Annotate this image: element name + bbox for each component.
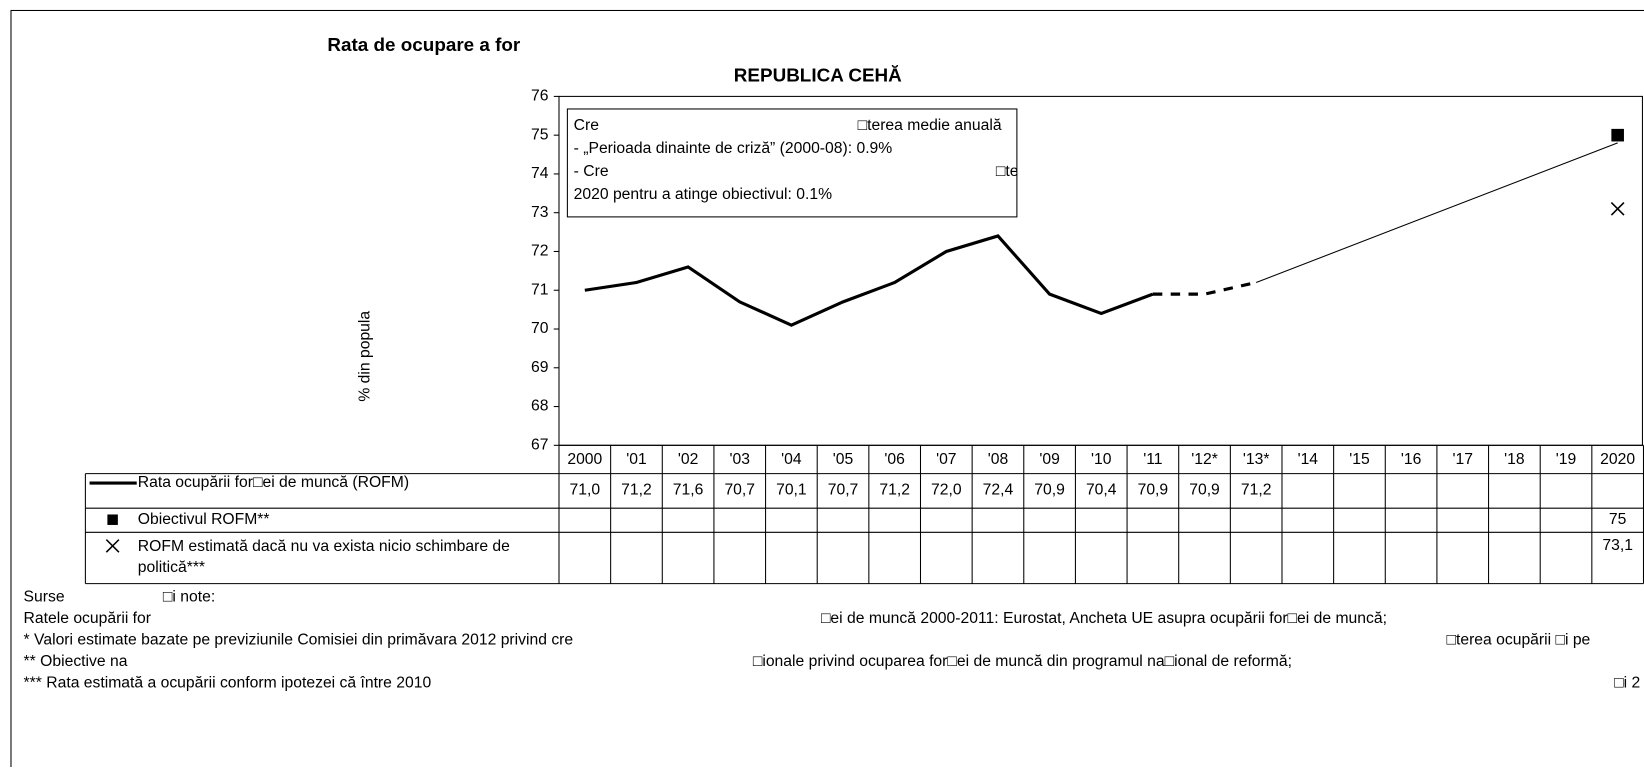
x-tick-label: '08 bbox=[988, 451, 1009, 468]
legend-label: ROFM estimată dacă nu va exista nicio sc… bbox=[137, 537, 510, 577]
annotation-text: - „Perioada dinainte de criză” (2000-08)… bbox=[574, 140, 893, 157]
legend-label: Obiectivul ROFM** bbox=[138, 511, 270, 528]
note: □terea ocupării □i pe bbox=[1446, 631, 1590, 648]
note: Surse bbox=[24, 588, 65, 605]
value-label: 73,1 bbox=[1602, 537, 1633, 554]
y-tick-label: 69 bbox=[531, 359, 548, 376]
x-tick-label: 2000 bbox=[567, 451, 602, 468]
x-tick-label: '02 bbox=[678, 451, 698, 468]
value-label: 70,9 bbox=[1138, 482, 1169, 499]
x-tick-label: '18 bbox=[1504, 451, 1525, 468]
value-label: 71,2 bbox=[1241, 482, 1272, 499]
y-tick-label: 72 bbox=[531, 243, 548, 260]
x-tick-label: '12* bbox=[1191, 451, 1218, 468]
value-label: 70,7 bbox=[724, 482, 755, 499]
x-tick-label: '16 bbox=[1401, 451, 1422, 468]
y-tick-label: 67 bbox=[531, 436, 548, 453]
legend-label: Rata ocupării for□ei de muncă (ROFM) bbox=[138, 474, 409, 491]
value-label: 71,2 bbox=[879, 482, 910, 499]
x-tick-label: '19 bbox=[1556, 451, 1576, 468]
annotation: Cre □terea medie anuală - „Perioada dinain… bbox=[574, 117, 1019, 203]
y-tick-label: 68 bbox=[531, 398, 549, 415]
y-tick-label: 75 bbox=[531, 126, 549, 143]
note: □ionale privind ocuparea for□ei de muncă… bbox=[753, 653, 1292, 670]
y-axis-label: % din popula bbox=[356, 311, 373, 402]
x-tick-label: 2020 bbox=[1600, 451, 1635, 468]
y-tick-label: 71 bbox=[531, 281, 548, 298]
x-tick-label: '13* bbox=[1243, 451, 1270, 468]
note: ** Obiective na bbox=[24, 653, 128, 670]
annotation-box bbox=[566, 108, 1018, 218]
value-label: 72,4 bbox=[983, 482, 1014, 499]
note: *** Rata estimată a ocupării conform ipo… bbox=[24, 674, 432, 691]
x-tick-label: '04 bbox=[781, 451, 802, 468]
y-tick-label: 76 bbox=[531, 88, 549, 105]
value-label: 72,0 bbox=[931, 482, 962, 499]
legend-item: ROFM estimată dacă nu va exista nicio sc… bbox=[137, 537, 510, 577]
y-tick-label: 70 bbox=[531, 320, 549, 337]
note: Ratele ocupării for bbox=[24, 610, 151, 627]
x-tick-label: '09 bbox=[1039, 451, 1059, 468]
marker bbox=[1610, 201, 1625, 216]
value-label: 70,7 bbox=[828, 482, 859, 499]
annotation-text: - Cre bbox=[574, 163, 609, 180]
legend-marker bbox=[107, 514, 118, 525]
value-label: 70,4 bbox=[1086, 482, 1117, 499]
note: □ei de muncă 2000-2011: Eurostat, Anchet… bbox=[821, 610, 1387, 627]
x-tick-label: '14 bbox=[1298, 451, 1319, 468]
x-tick-label: '11 bbox=[1143, 451, 1162, 468]
value-label: 71,6 bbox=[673, 482, 704, 499]
x-tick-label: '07 bbox=[936, 451, 956, 468]
note: □i 2 bbox=[1614, 674, 1640, 691]
value-label: 70,1 bbox=[776, 482, 807, 499]
y-tick-label: 74 bbox=[531, 165, 549, 182]
value-label: 75 bbox=[1609, 511, 1627, 528]
annotation-text: □te bbox=[996, 163, 1019, 180]
y-tick-label: 73 bbox=[531, 204, 549, 221]
x-tick-label: '01 bbox=[626, 451, 646, 468]
line bbox=[1255, 142, 1618, 283]
annotation-text: 2020 pentru a atinge obiectivul: 0.1% bbox=[574, 186, 832, 203]
x-tick-label: '17 bbox=[1453, 451, 1473, 468]
line bbox=[584, 234, 1154, 327]
value-label: 71,2 bbox=[621, 482, 652, 499]
value-label: 70,9 bbox=[1034, 482, 1065, 499]
x-tick-label: '03 bbox=[730, 451, 751, 468]
frame bbox=[10, 9, 1644, 772]
annotation-text: Cre bbox=[574, 117, 600, 134]
x-tick-label: '10 bbox=[1091, 451, 1112, 468]
value-label: 70,9 bbox=[1189, 482, 1220, 499]
value-label: 71,0 bbox=[570, 482, 601, 499]
x-tick-label: '15 bbox=[1349, 451, 1370, 468]
note: * Valori estimate bazate pe previziunile… bbox=[24, 631, 574, 648]
chart-title: Rata de ocupare a for bbox=[327, 34, 520, 55]
x-tick-label: '05 bbox=[833, 451, 854, 468]
line bbox=[1152, 280, 1257, 296]
annotation-text: □terea medie anuală bbox=[858, 117, 1002, 134]
x-tick-label: '06 bbox=[884, 451, 905, 468]
chart-subtitle: REPUBLICA CEHĂ bbox=[734, 64, 902, 85]
note: □i note: bbox=[163, 588, 215, 605]
marker bbox=[1611, 128, 1624, 142]
legend-marker bbox=[105, 539, 120, 553]
